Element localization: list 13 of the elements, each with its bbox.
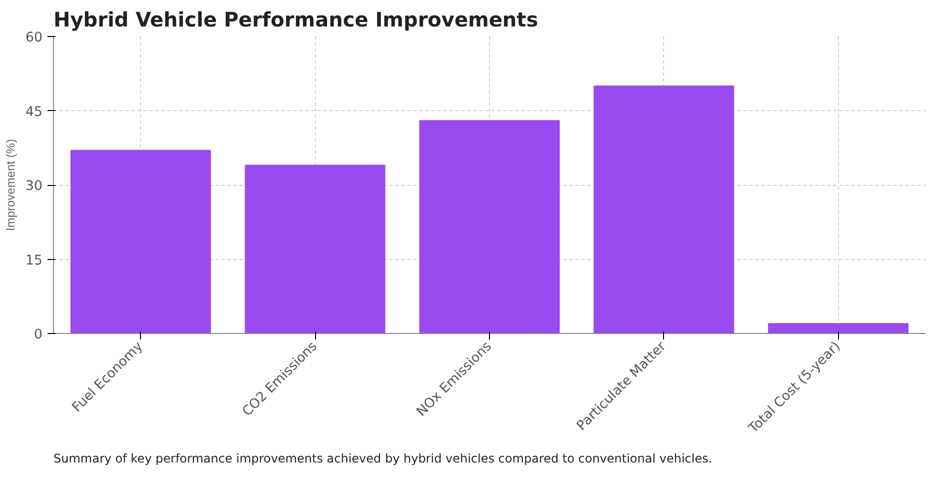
y-tick-label: 30 [26,179,43,194]
bar [70,150,211,334]
bar [768,323,909,334]
bar [244,164,386,334]
y-tick-label: 45 [26,104,43,120]
y-tick-label: 0 [34,328,43,342]
y-axis-title: Improvement (%) [4,138,18,232]
bar [594,86,734,334]
text: Summary of key performance improvements achieved by hybrid vehicles compared to conventional vehicles. [54,452,712,466]
chart-title: Hybrid Vehicle Performance Improvements [54,8,538,32]
bar [419,120,560,334]
y-tick-label: 15 [26,253,43,268]
y-tick-label: 60 [26,30,43,46]
